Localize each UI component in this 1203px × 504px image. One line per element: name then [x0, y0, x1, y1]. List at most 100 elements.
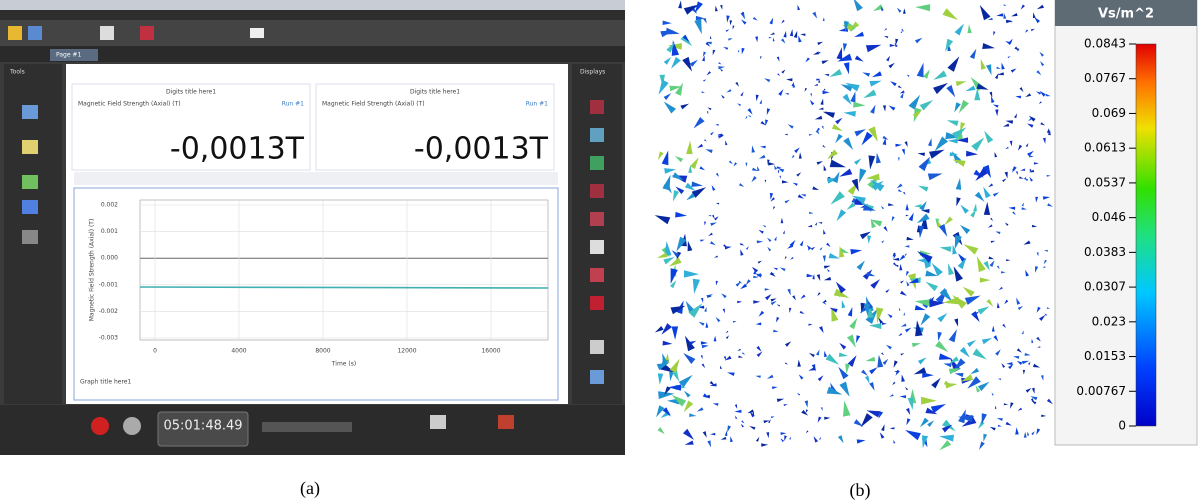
field-arrow: [792, 182, 798, 186]
colorbar-labels: 0.0843 0.0767 0.069 0.0613 0.0537 0.046 0.0383…: [1076, 37, 1136, 433]
field-arrow: [789, 436, 791, 440]
field-arrow: [887, 313, 893, 319]
field-arrow: [726, 89, 732, 93]
field-arrow: [953, 266, 963, 282]
field-arrow: [741, 11, 744, 16]
field-arrow: [661, 359, 670, 366]
tab[interactable]: [50, 49, 98, 61]
field-arrow: [901, 374, 905, 382]
field-arrow: [701, 344, 709, 349]
colorbar-label: 0.0843: [1084, 37, 1126, 51]
field-arrow: [784, 199, 790, 204]
field-arrow: [760, 56, 762, 60]
field-arrow: [781, 180, 789, 184]
field-arrow: [686, 193, 696, 201]
field-arrow: [914, 299, 930, 307]
field-arrow: [715, 280, 718, 286]
field-arrow: [954, 102, 961, 113]
field-arrow: [1016, 348, 1022, 353]
display-icon[interactable]: [590, 184, 604, 198]
display-icon[interactable]: [590, 240, 604, 254]
field-arrow: [995, 109, 999, 117]
field-arrow: [751, 176, 757, 183]
field-arrow: [854, 129, 866, 137]
field-arrow: [812, 186, 820, 191]
toolbar-icon[interactable]: [100, 26, 114, 40]
display-icon[interactable]: [590, 268, 604, 282]
x-tick-label: 12000: [397, 348, 416, 355]
display-icon[interactable]: [590, 156, 604, 170]
field-arrow: [814, 115, 823, 120]
field-arrow: [755, 36, 758, 43]
field-arrow: [1046, 174, 1051, 177]
display-icon[interactable]: [590, 340, 604, 354]
display-icon[interactable]: [590, 128, 604, 142]
field-arrow: [703, 17, 707, 24]
field-arrow: [859, 168, 867, 184]
toolbar-icon[interactable]: [250, 28, 264, 38]
field-arrow: [898, 307, 901, 311]
field-arrow: [845, 82, 860, 92]
toolbar[interactable]: [0, 20, 625, 46]
field-arrow: [882, 358, 889, 365]
field-arrow: [1014, 113, 1018, 119]
field-arrow: [800, 194, 807, 197]
control-button[interactable]: [430, 415, 446, 429]
graph-toolbar[interactable]: [74, 172, 558, 185]
field-arrow: [737, 348, 741, 351]
field-arrow: [794, 147, 800, 154]
field-arrow: [860, 413, 873, 428]
field-arrow: [728, 38, 733, 41]
field-arrow: [865, 44, 882, 53]
display-icon[interactable]: [590, 212, 604, 226]
tool-icon[interactable]: [22, 140, 38, 154]
display-icon[interactable]: [590, 100, 604, 114]
record-button[interactable]: [91, 417, 109, 435]
field-arrow: [670, 305, 686, 315]
tool-icon[interactable]: [22, 200, 38, 214]
control-button[interactable]: [123, 417, 141, 435]
tool-icon[interactable]: [22, 105, 38, 119]
toolbar-icon[interactable]: [28, 26, 42, 40]
field-arrow: [996, 66, 1001, 69]
tool-icon[interactable]: [22, 175, 38, 189]
field-arrow: [769, 17, 774, 25]
field-arrow: [1028, 361, 1031, 365]
field-arrow: [753, 275, 759, 279]
toolbar-icon[interactable]: [140, 26, 154, 40]
tool-icon[interactable]: [22, 230, 38, 244]
colorbar-label: 0.0537: [1084, 175, 1126, 189]
sensor-dropdown[interactable]: [262, 422, 352, 432]
control-button[interactable]: [498, 415, 514, 429]
field-arrow: [826, 268, 830, 272]
field-arrow: [979, 441, 985, 450]
colorbar-label: 0.0767: [1084, 71, 1126, 85]
field-arrow: [862, 72, 870, 77]
field-arrow: [664, 241, 672, 256]
field-arrow: [1005, 146, 1009, 149]
field-arrow: [734, 404, 738, 409]
field-arrow: [865, 173, 880, 181]
field-arrow: [870, 279, 880, 289]
display-icon[interactable]: [590, 370, 604, 384]
field-arrow: [835, 133, 843, 144]
field-arrow: [671, 394, 687, 407]
field-arrow: [822, 301, 827, 305]
tab-label[interactable]: Page #1: [56, 52, 81, 59]
field-arrow: [692, 278, 700, 294]
field-arrow: [697, 143, 704, 148]
field-arrow: [1019, 176, 1024, 179]
field-arrow: [904, 141, 908, 148]
field-arrow: [817, 292, 821, 297]
display-icon[interactable]: [590, 296, 604, 310]
toolbar-icon[interactable]: [8, 26, 22, 40]
colorbar-header: [1055, 0, 1197, 26]
field-arrow: [826, 242, 831, 248]
field-arrow: [1001, 62, 1005, 70]
field-arrow: [813, 51, 820, 55]
field-arrow: [943, 363, 952, 368]
field-arrow: [851, 178, 859, 192]
field-arrow: [728, 160, 733, 165]
